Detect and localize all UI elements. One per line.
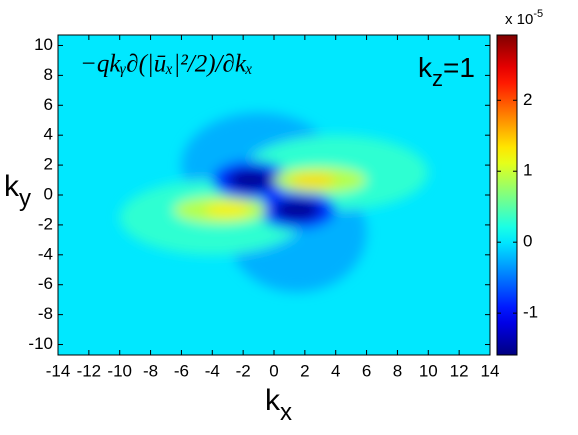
- field: [119, 112, 429, 293]
- annotation-rest: =1: [443, 52, 475, 83]
- y-tick-label: 6: [44, 95, 53, 114]
- y-tick-label: -8: [38, 304, 53, 323]
- x-tick-label: 0: [269, 361, 278, 380]
- x-tick-label: 4: [331, 361, 340, 380]
- x-tick-label: -2: [236, 361, 251, 380]
- x-tick-label: 2: [300, 361, 309, 380]
- y-tick-label: -10: [28, 334, 53, 353]
- x-tick-label: -8: [143, 361, 158, 380]
- x-tick-label: 8: [393, 361, 402, 380]
- x-tick-label: -6: [174, 361, 189, 380]
- colorbar-tick-label: 0: [523, 232, 532, 251]
- x-tick-label: -14: [46, 361, 71, 380]
- colorbar-tick-label: 2: [523, 90, 532, 109]
- chart-title: −qkᵧ∂(|ūₓ|²/2)/∂kₓ: [80, 51, 253, 78]
- y-tick-label: 10: [34, 35, 53, 54]
- y-label-sub: y: [19, 185, 31, 212]
- y-axis-label: ky: [4, 170, 31, 212]
- annotation: kz=1: [418, 52, 475, 90]
- colorbar-scale-exp: -5: [533, 8, 543, 20]
- y-label-base: k: [4, 170, 20, 203]
- y-tick-label: 4: [44, 125, 53, 144]
- x-label-base: k: [265, 384, 281, 417]
- colorbar-tick-label: -1: [523, 303, 538, 322]
- annotation-sub: z: [432, 66, 443, 91]
- x-tick-label: 10: [419, 361, 438, 380]
- colorbar-tick-label: 1: [523, 161, 532, 180]
- x-tick-label: -12: [77, 361, 102, 380]
- y-tick-label: 2: [44, 155, 53, 174]
- x-tick-label: 6: [362, 361, 371, 380]
- y-tick-label: -2: [38, 214, 53, 233]
- x-tick-label: 14: [481, 361, 500, 380]
- colorbar: [496, 34, 518, 356]
- x-tick-label: -10: [107, 361, 132, 380]
- colorbar-scale: x 10-5: [505, 8, 543, 28]
- contour-blob: [289, 174, 336, 187]
- x-label-sub: x: [280, 399, 292, 426]
- annotation-base: k: [418, 52, 433, 83]
- contour-blob: [274, 199, 321, 221]
- y-tick-label: 8: [44, 65, 53, 84]
- contour-blob: [227, 169, 274, 191]
- y-tick-label: -4: [38, 244, 53, 263]
- x-axis-label: kx: [265, 384, 292, 426]
- y-tick-label: -6: [38, 274, 53, 293]
- y-tick-label: 0: [44, 184, 53, 203]
- x-tick-label: -4: [205, 361, 220, 380]
- x-tick-label: 12: [450, 361, 469, 380]
- contour-blob: [204, 203, 251, 216]
- colorbar-scale-base: x 10: [505, 11, 533, 28]
